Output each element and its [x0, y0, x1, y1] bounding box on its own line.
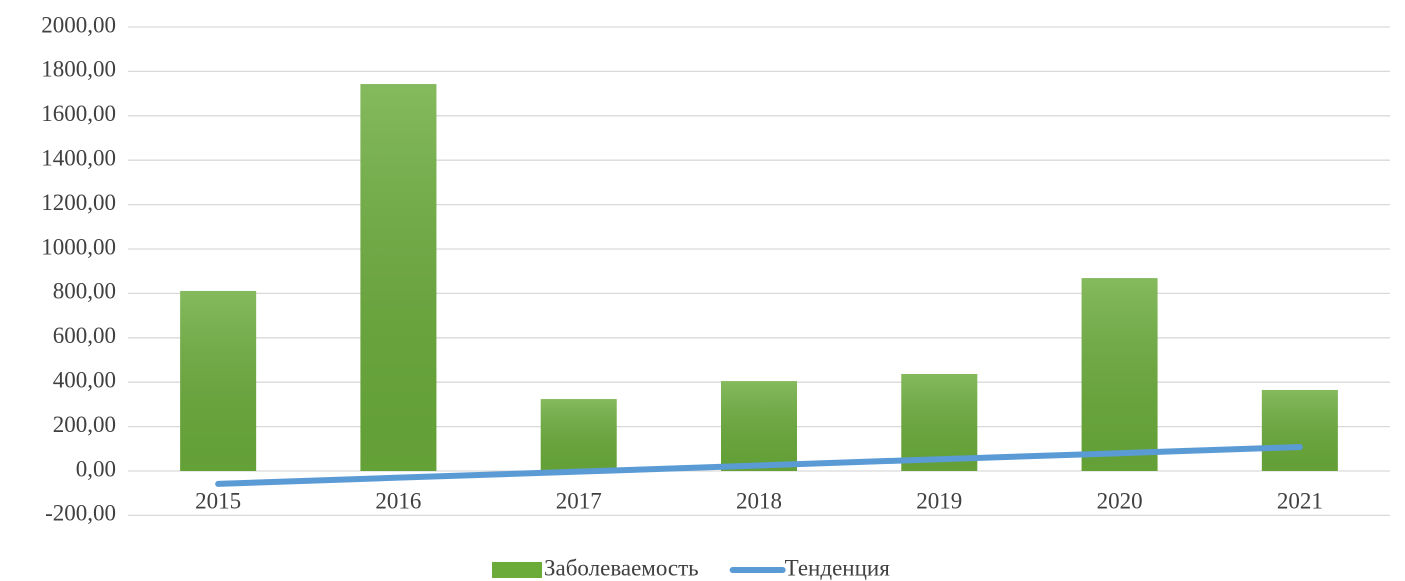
y-tick-label: 2000,00: [41, 12, 116, 37]
x-tick-label: 2021: [1277, 488, 1323, 513]
bar-shade: [180, 290, 257, 471]
y-tick-label: 1600,00: [41, 101, 116, 126]
y-tick-label: 600,00: [53, 323, 116, 348]
y-tick-label: 1400,00: [41, 145, 116, 170]
y-tick-label: 1800,00: [41, 57, 116, 82]
y-tick-label: 0,00: [76, 456, 116, 481]
y-tick-label: 200,00: [53, 412, 116, 437]
bar-shade: [540, 399, 617, 471]
x-tick-label: 2020: [1097, 488, 1143, 513]
legend-label: Тенденция: [785, 555, 891, 580]
legend-swatch: [492, 562, 542, 578]
bar-shade: [360, 84, 437, 471]
x-tick-label: 2015: [195, 488, 241, 513]
legend-label: Заболеваемость: [544, 555, 699, 580]
y-tick-label: 1200,00: [41, 190, 116, 215]
y-tick-label: 800,00: [53, 279, 116, 304]
x-tick-label: 2016: [375, 488, 421, 513]
y-tick-label: -200,00: [45, 501, 116, 526]
y-tick-label: 1000,00: [41, 234, 116, 259]
y-tick-label: 400,00: [53, 367, 116, 392]
x-tick-label: 2017: [556, 488, 602, 513]
trend-line: [215, 444, 1303, 487]
x-tick-label: 2019: [916, 488, 962, 513]
x-tick-label: 2018: [736, 488, 782, 513]
bar-shade: [901, 373, 978, 471]
bar-shade: [1081, 278, 1158, 471]
bar-shade: [721, 381, 797, 471]
bar-shade: [1261, 389, 1338, 471]
